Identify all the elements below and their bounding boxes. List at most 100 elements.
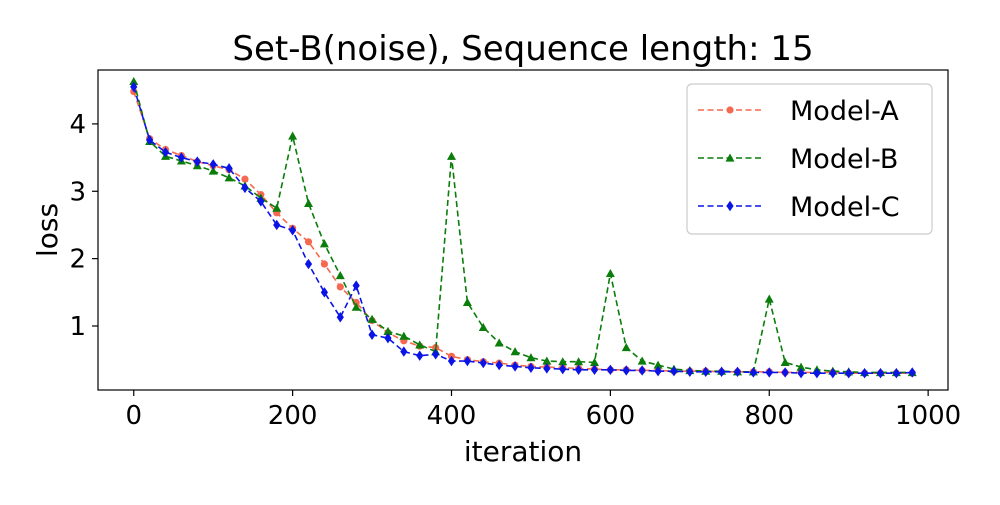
- data-point-model-c: [575, 364, 583, 375]
- data-point-model-b: [478, 322, 488, 331]
- series-model-b: [129, 76, 917, 377]
- data-point-model-b: [637, 356, 647, 365]
- data-point-model-c: [654, 365, 662, 377]
- data-point-model-c: [447, 355, 456, 367]
- data-point-model-c: [559, 363, 567, 375]
- data-point-model-c: [797, 367, 805, 379]
- data-point-model-c: [432, 349, 440, 360]
- data-point-model-c: [749, 367, 757, 378]
- data-point-model-b: [415, 340, 425, 349]
- data-point-model-b: [399, 331, 409, 340]
- y-tick-label: 1: [69, 312, 86, 342]
- data-point-model-b: [589, 357, 599, 366]
- data-point-model-b: [447, 151, 457, 160]
- y-tick-label: 3: [69, 177, 86, 207]
- data-point-model-c: [146, 134, 154, 146]
- legend-marker: [725, 153, 735, 162]
- data-point-model-c: [908, 367, 916, 378]
- data-point-model-b: [462, 297, 472, 307]
- legend-item-model-c: Model-C: [698, 192, 900, 223]
- data-point-model-c: [479, 357, 487, 369]
- data-point-model-c: [368, 329, 376, 340]
- data-point-model-b: [288, 131, 298, 140]
- data-point-model-c: [416, 350, 424, 361]
- data-point-model-c: [320, 287, 329, 298]
- legend-label: Model-B: [790, 144, 898, 175]
- data-point-model-b: [780, 357, 790, 366]
- data-point-model-c: [336, 312, 344, 323]
- legend-box: [686, 83, 933, 235]
- data-point-model-c: [304, 258, 313, 270]
- data-point-model-b: [129, 76, 139, 86]
- data-point-model-c: [829, 367, 837, 379]
- data-point-model-b: [510, 347, 520, 356]
- data-point-model-c: [638, 365, 646, 376]
- x-tick-label: 400: [427, 401, 477, 431]
- chart-title: Set-B(noise), Sequence length: 15: [232, 29, 813, 69]
- data-point-model-c: [193, 156, 201, 167]
- legend-label: Model-C: [790, 192, 900, 223]
- y-tick-label: 2: [69, 245, 86, 275]
- data-point-model-c: [845, 367, 853, 379]
- data-point-model-b: [272, 203, 282, 212]
- data-point-model-c: [511, 361, 519, 372]
- data-point-model-c: [273, 219, 281, 231]
- data-point-model-b: [542, 356, 552, 365]
- data-point-model-b: [224, 173, 234, 182]
- legend-marker: [726, 200, 734, 212]
- data-point-model-a: [241, 175, 249, 183]
- data-point-model-b: [574, 357, 584, 366]
- data-point-model-c: [765, 367, 773, 378]
- data-point-model-b: [558, 357, 568, 366]
- data-point-model-b: [208, 166, 218, 175]
- data-point-model-c: [813, 367, 821, 379]
- x-axis-label: iteration: [464, 435, 582, 468]
- data-point-model-c: [400, 346, 408, 357]
- data-point-model-c: [702, 366, 710, 378]
- legend: Model-A Model-B Model-C: [686, 83, 933, 235]
- data-point-model-b: [526, 353, 536, 362]
- data-point-model-c: [733, 366, 742, 378]
- data-point-model-c: [257, 196, 265, 207]
- data-point-model-c: [717, 366, 726, 378]
- x-tick-label: 0: [125, 401, 142, 431]
- data-point-model-c: [177, 152, 186, 163]
- data-point-model-c: [384, 332, 392, 344]
- data-point-model-b: [653, 360, 663, 369]
- x-tick-label: 800: [744, 401, 794, 431]
- data-point-model-c: [606, 364, 614, 375]
- data-point-model-b: [605, 268, 615, 278]
- x-tick-label: 600: [586, 401, 636, 431]
- data-point-model-b: [796, 362, 806, 371]
- y-axis-label: loss: [31, 203, 64, 257]
- x-tick-label: 1000: [895, 401, 961, 431]
- data-point-model-c: [463, 355, 471, 367]
- data-point-model-c: [130, 81, 138, 93]
- axis-ticks: 0 200 400 600 800 1000 1 2 3 4: [69, 110, 961, 431]
- data-point-model-c: [781, 367, 789, 378]
- data-point-model-c: [289, 225, 297, 236]
- data-point-model-c: [590, 364, 599, 375]
- data-point-model-b: [319, 239, 329, 248]
- data-point-model-c: [892, 367, 900, 379]
- data-point-model-b: [621, 343, 631, 352]
- y-tick-label: 4: [69, 110, 86, 140]
- legend-marker: [726, 106, 734, 114]
- data-point-model-c: [860, 367, 869, 379]
- x-tick-label: 200: [268, 401, 318, 431]
- data-point-model-c: [543, 363, 551, 374]
- legend-item-model-b: Model-B: [698, 144, 898, 175]
- data-point-model-c: [527, 362, 535, 373]
- legend-label: Model-A: [790, 96, 899, 127]
- data-point-model-b: [335, 270, 345, 280]
- data-point-model-c: [225, 163, 233, 174]
- data-point-model-c: [876, 367, 885, 379]
- series-model-c: [130, 81, 916, 379]
- data-point-model-c: [352, 280, 360, 291]
- data-point-model-c: [161, 146, 170, 158]
- data-point-model-c: [209, 159, 217, 170]
- data-point-model-b: [383, 326, 393, 335]
- data-point-model-b: [367, 314, 377, 323]
